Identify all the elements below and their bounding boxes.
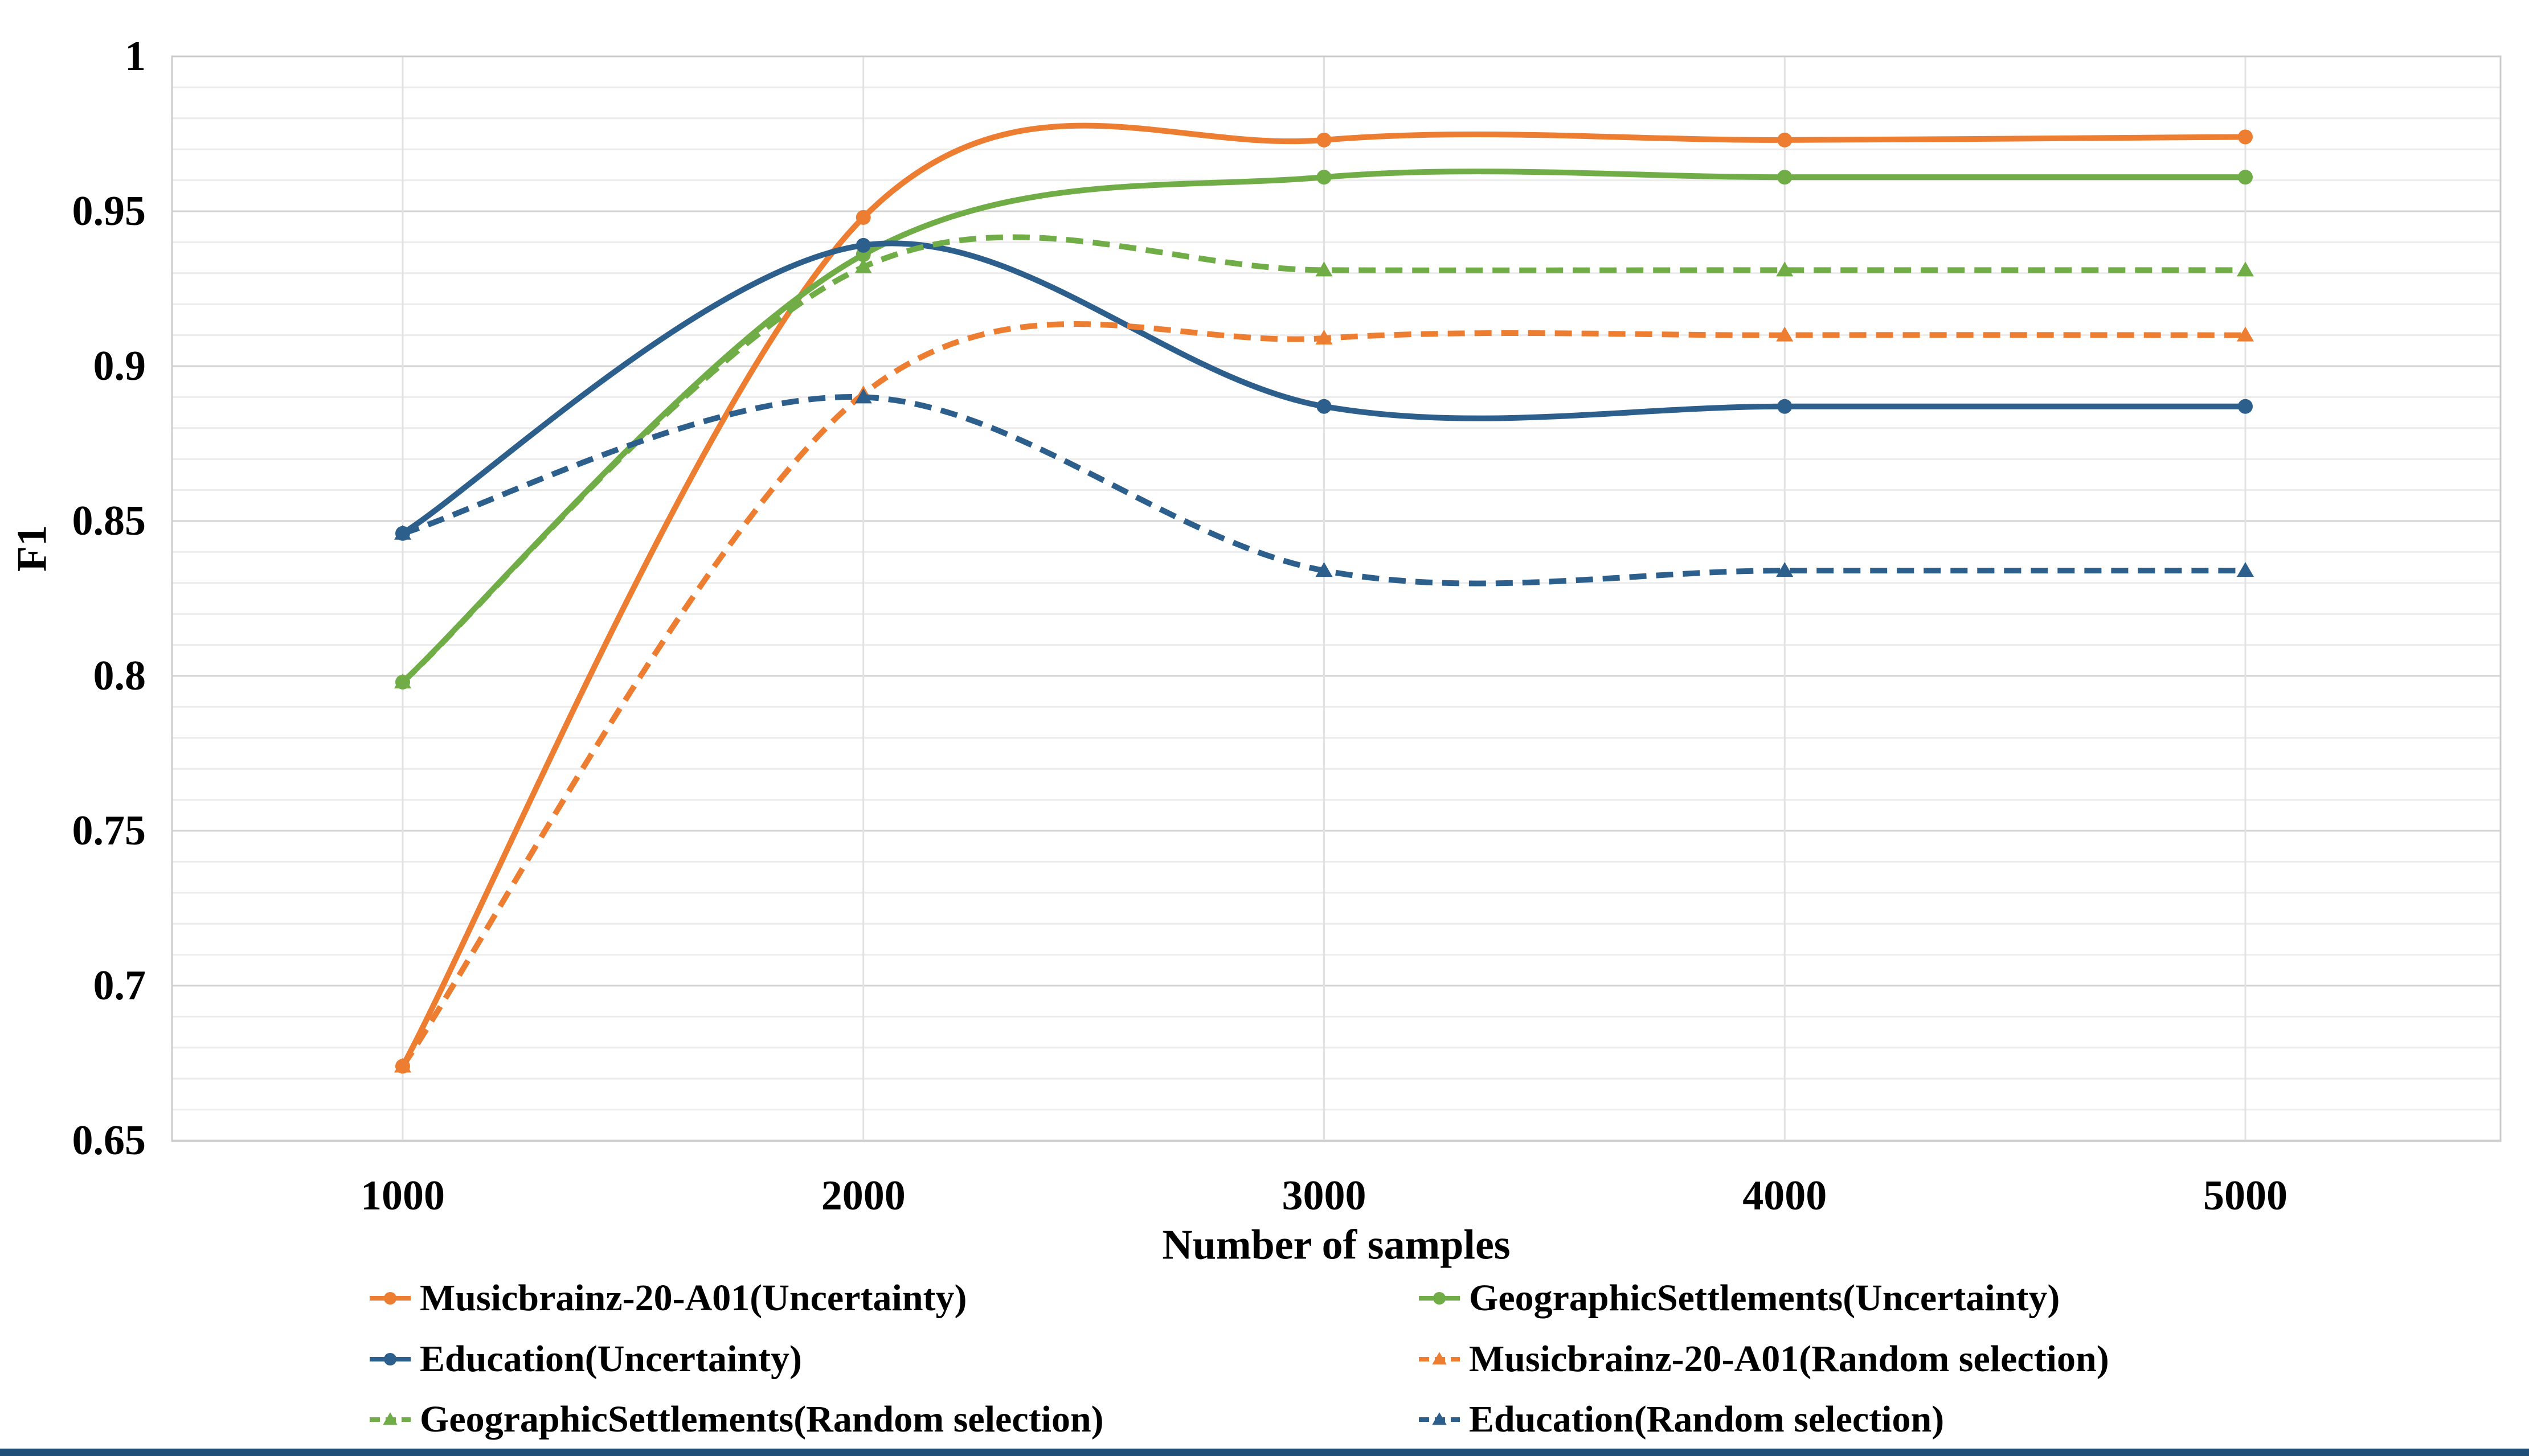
legend-item-musicbrainz-random: Musicbrainz-20-A01(Random selection)	[1418, 1338, 2109, 1381]
marker-circle	[2238, 399, 2253, 414]
legend-item-education-uncertainty: Education(Uncertainty)	[369, 1338, 802, 1381]
x-tick-label: 5000	[2203, 1172, 2287, 1219]
marker-circle	[1777, 399, 1793, 414]
legend-marker-orange-dashed-icon	[1419, 1352, 1460, 1365]
y-tick-label: 0.9	[93, 343, 146, 389]
marker-circle	[2238, 129, 2253, 145]
marker-triangle	[394, 673, 411, 688]
marker-triangle	[1776, 326, 1794, 342]
marker-circle	[856, 210, 871, 225]
y-tick-label: 0.95	[72, 188, 146, 235]
series-4	[394, 234, 2254, 688]
marker-triangle	[1776, 261, 1794, 277]
series-line	[400, 169, 2245, 684]
legend-label: Education(Random selection)	[1469, 1398, 1945, 1440]
marker-circle	[383, 1352, 397, 1366]
legend-label: GeographicSettlements(Random selection)	[420, 1398, 1104, 1440]
marker-triangle	[383, 1412, 398, 1425]
marker-circle	[383, 1291, 397, 1305]
marker-triangle	[1315, 562, 1333, 577]
marker-triangle	[2237, 261, 2254, 277]
legend-item-geographic-random: GeographicSettlements(Random selection)	[369, 1398, 1104, 1441]
marker-triangle	[1432, 1352, 1447, 1365]
marker-triangle	[394, 1057, 411, 1073]
plot-border	[171, 55, 2502, 1142]
legend-marker-blue-dashed-icon	[1419, 1412, 1460, 1425]
legend-marker-green-solid-icon	[1419, 1291, 1460, 1305]
marker-circle	[856, 237, 871, 253]
legend-marker-orange-solid-icon	[370, 1291, 411, 1305]
y-tick-label: 0.75	[72, 807, 146, 854]
marker-circle	[1316, 132, 1332, 147]
x-tick-label: 3000	[1282, 1172, 1366, 1219]
y-axis-title: F1	[9, 524, 56, 572]
y-tick-label: 0.8	[93, 653, 146, 699]
marker-circle	[1777, 170, 1793, 185]
series-line	[402, 394, 2245, 586]
marker-circle	[1777, 132, 1793, 147]
legend-label: Education(Uncertainty)	[420, 1338, 802, 1380]
marker-triangle	[2237, 326, 2254, 342]
series-line	[400, 321, 2246, 1068]
legend-label: Musicbrainz-20-A01(Uncertainty)	[420, 1277, 967, 1319]
marker-triangle	[854, 258, 872, 273]
marker-circle	[1316, 399, 1332, 414]
series-line	[400, 122, 2246, 1068]
marker-triangle	[1432, 1412, 1447, 1425]
x-tick-label: 4000	[1742, 1172, 1827, 1219]
marker-triangle	[1776, 562, 1794, 577]
legend-item-musicbrainz-uncertainty: Musicbrainz-20-A01(Uncertainty)	[369, 1277, 967, 1320]
series-line	[400, 234, 2245, 684]
legend-marker-blue-solid-icon	[370, 1352, 411, 1366]
series-line	[401, 240, 2245, 536]
y-tick-label: 1	[125, 33, 146, 80]
y-tick-label: 0.85	[72, 498, 146, 544]
legend-item-education-random: Education(Random selection)	[1418, 1398, 1944, 1441]
legend-item-geographic-uncertainty: GeographicSettlements(Uncertainty)	[1418, 1277, 2060, 1320]
window-bottom-bar	[0, 1449, 2529, 1456]
y-tick-label: 0.7	[93, 962, 146, 1009]
marker-circle	[2238, 170, 2253, 185]
legend-marker-green-dashed-icon	[370, 1412, 411, 1425]
marker-circle	[1433, 1291, 1446, 1305]
series-2	[395, 237, 2253, 541]
x-axis-title: Number of samples	[1162, 1221, 1511, 1269]
legend-label: GeographicSettlements(Uncertainty)	[1469, 1277, 2060, 1319]
x-tick-label: 2000	[821, 1172, 906, 1219]
marker-triangle	[2237, 562, 2254, 577]
y-tick-label: 0.65	[72, 1117, 146, 1164]
marker-triangle	[394, 524, 411, 540]
marker-triangle	[1315, 330, 1333, 345]
marker-triangle	[1315, 261, 1333, 277]
marker-triangle	[854, 388, 872, 404]
series-5	[394, 388, 2254, 586]
marker-circle	[1316, 170, 1332, 185]
legend-label: Musicbrainz-20-A01(Random selection)	[1469, 1338, 2109, 1380]
x-tick-label: 1000	[361, 1172, 445, 1219]
